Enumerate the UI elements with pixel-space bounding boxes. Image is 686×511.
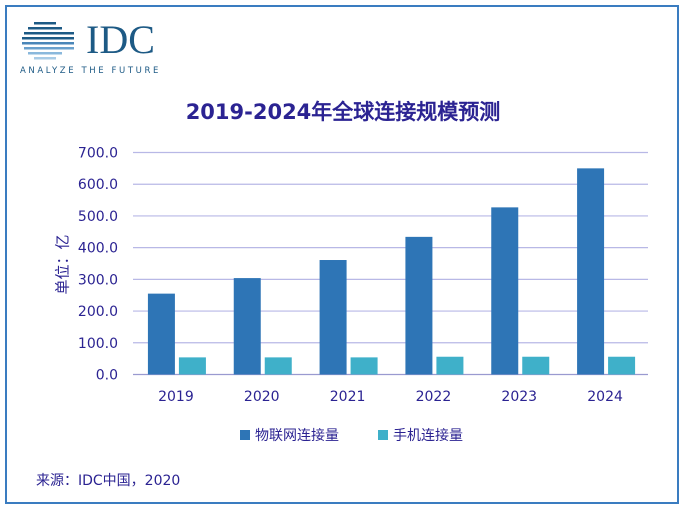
bar-mobile-2021 (350, 357, 378, 375)
bar-iot-2020 (233, 278, 261, 375)
legend-label-iot: 物联网连接量 (255, 428, 339, 444)
chart-title: 2019-2024年全球连接规模预测 (185, 100, 501, 124)
x-tick-label: 2023 (501, 389, 537, 405)
y-tick-label: 600.0 (78, 177, 118, 193)
legend-item-mobile: 手机连接量 (378, 425, 463, 445)
bar-iot-2021 (319, 260, 347, 375)
y-tick-label: 200.0 (78, 304, 118, 320)
legend-swatch-mobile (378, 430, 388, 440)
x-tick-label: 2021 (330, 389, 366, 405)
bar-mobile-2024 (608, 356, 636, 375)
y-tick-label: 0.0 (96, 368, 118, 384)
y-tick-label: 100.0 (78, 336, 118, 352)
y-tick-label: 300.0 (78, 272, 118, 288)
source-note: 来源：IDC中国，2020 (36, 473, 181, 489)
bar-iot-2023 (491, 207, 519, 375)
y-tick-label: 700.0 (78, 146, 118, 162)
bar-mobile-2020 (264, 357, 292, 375)
x-tick-label: 2019 (158, 389, 194, 405)
bar-mobile-2022 (436, 356, 464, 375)
logo-tagline: ANALYZE THE FUTURE (20, 66, 161, 76)
bar-mobile-2019 (178, 357, 206, 375)
globe-stripes-icon (22, 22, 74, 60)
bar-iot-2019 (147, 293, 175, 375)
x-tick-label: 2022 (416, 389, 452, 405)
legend-label-mobile: 手机连接量 (393, 428, 463, 444)
bar-iot-2022 (405, 236, 433, 375)
legend-item-iot: 物联网连接量 (240, 425, 339, 445)
bar-iot-2024 (577, 168, 605, 375)
logo-text: IDC (86, 17, 155, 62)
x-tick-label: 2024 (587, 389, 623, 405)
y-tick-label: 400.0 (78, 241, 118, 257)
y-tick-label: 500.0 (78, 209, 118, 225)
legend-swatch-iot (240, 430, 250, 440)
border-frame (5, 5, 679, 504)
x-tick-label: 2020 (244, 389, 280, 405)
bar-mobile-2023 (522, 356, 550, 375)
